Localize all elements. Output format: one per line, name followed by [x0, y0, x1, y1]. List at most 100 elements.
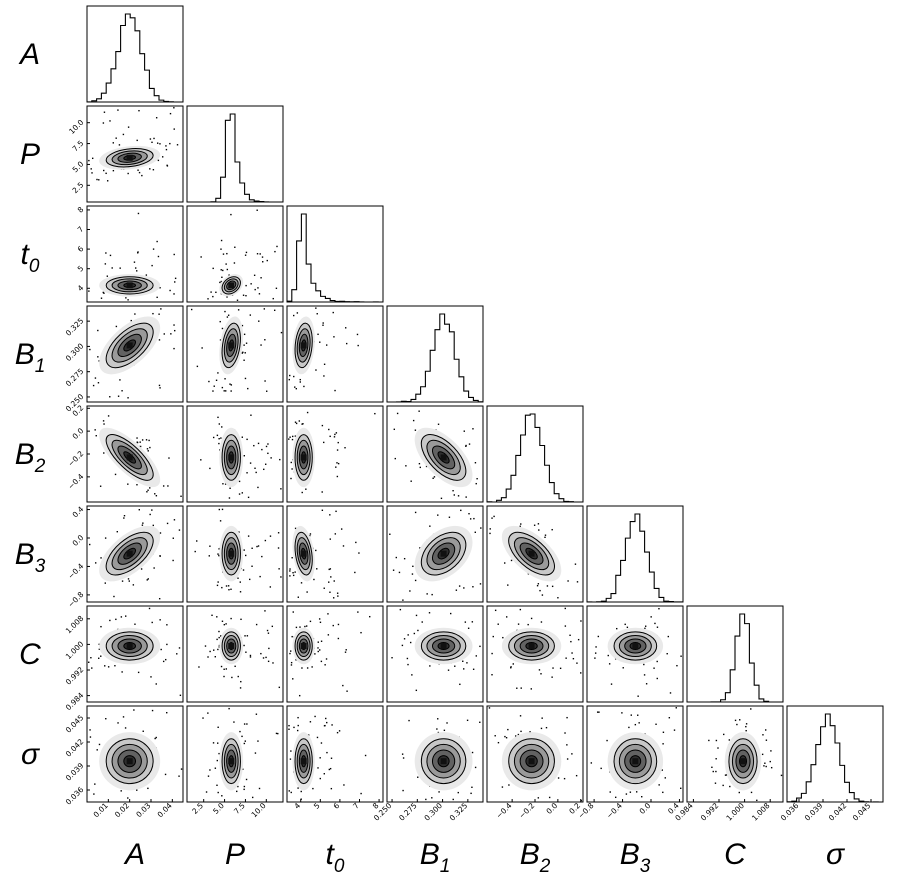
x-tick-label: 5	[312, 801, 322, 811]
y-tick-label: 0.984	[64, 690, 86, 712]
y-tick-label: −0.2	[66, 449, 85, 468]
panel-B2-vs-P	[186, 405, 284, 503]
panel-B2-vs-A: −0.4−0.20.00.2	[66, 403, 184, 503]
x-tick-label: 0.325	[448, 801, 470, 823]
y-tick-label: 6	[76, 244, 86, 254]
x-tick-label: 0.045	[851, 801, 873, 823]
histogram-A	[87, 13, 183, 102]
x-tick-label: 6	[332, 801, 342, 811]
panel-sigma-vs-sigma: 0.036 0.039 0.042 0.045	[779, 705, 884, 823]
x-tick-label: 4	[292, 801, 302, 811]
y-tick-label: 0.325	[64, 316, 86, 338]
y-tick-label: −0.4	[66, 561, 85, 580]
x-tick-label: −0.8	[576, 801, 595, 820]
y-tick-label: 5.0	[71, 159, 86, 174]
x-tick-label: 0.02	[113, 801, 131, 819]
panel-sigma-vs-B3: −0.8 −0.4 0.0 0.4	[576, 705, 684, 820]
y-tick-label: 0.042	[64, 737, 86, 759]
x-tick-label: 5.0	[211, 801, 226, 816]
y-tick-label: −0.8	[66, 590, 85, 609]
x-tick-label: −0.4	[494, 801, 513, 820]
panel-C-vs-t0	[286, 605, 384, 703]
y-tick-label: 7.5	[71, 138, 86, 153]
param-label-B2: B2	[520, 838, 551, 877]
x-tick-label: 0.0	[638, 801, 653, 816]
panel-t0-vs-P	[186, 205, 284, 303]
x-tick-label: 1.008	[750, 801, 772, 823]
y-tick-label: 0.045	[64, 713, 86, 735]
param-label-sigma: σ	[826, 838, 846, 871]
param-label-P: P	[20, 138, 40, 171]
param-label-C: C	[19, 638, 41, 671]
panel-t0-vs-t0	[286, 205, 384, 303]
x-tick-label: 0.042	[827, 801, 849, 823]
param-label-t0: t0	[21, 238, 40, 277]
y-tick-label: 10.0	[67, 118, 85, 136]
param-label-sigma: σ	[21, 738, 41, 771]
panel-A-vs-A	[86, 5, 184, 103]
y-tick-label: −0.4	[66, 472, 85, 491]
y-tick-label: 0.0	[71, 533, 86, 548]
panel-B1-vs-P	[186, 305, 284, 403]
histogram-B2	[487, 413, 583, 502]
x-tick-label: 0.992	[699, 801, 721, 823]
y-tick-label: 0.4	[71, 504, 86, 519]
panel-t0-vs-A: 4 5 6 7 8	[76, 205, 184, 303]
param-label-t0: t0	[326, 838, 345, 877]
param-label-B1: B1	[420, 838, 451, 877]
y-tick-label: 0.300	[64, 341, 86, 363]
param-label-B1: B1	[15, 338, 46, 377]
param-label-A: A	[18, 38, 40, 71]
panel-C-vs-B1	[386, 605, 484, 703]
panel-B1-vs-t0	[286, 305, 384, 403]
y-tick-label: 0.992	[64, 665, 86, 687]
panel-C-vs-P	[186, 605, 284, 703]
panel-P-vs-P	[186, 105, 284, 203]
panel-C-vs-C	[686, 605, 784, 703]
x-tick-label: 0.036	[779, 801, 801, 823]
y-tick-label: 4	[76, 283, 86, 293]
panel-B3-vs-P	[186, 505, 284, 603]
y-tick-label: 2.5	[71, 180, 86, 195]
y-tick-label: 0.275	[64, 367, 86, 389]
param-label-P: P	[225, 838, 245, 871]
histogram-B3	[587, 513, 683, 602]
panel-B1-vs-B1	[386, 305, 484, 403]
x-tick-label: −0.2	[517, 801, 536, 820]
x-tick-label: 0.01	[92, 801, 110, 819]
panel-C-vs-B2	[486, 605, 584, 703]
x-tick-label: 0.04	[156, 801, 174, 819]
y-tick-label: 0.0	[71, 426, 86, 441]
panel-B3-vs-B1	[386, 505, 484, 603]
x-tick-label: 0.300	[422, 801, 444, 823]
y-tick-label: 0.036	[64, 785, 86, 807]
panel-B2-vs-t0	[286, 405, 384, 503]
x-tick-label: 8	[371, 801, 381, 811]
panel-P-vs-A: 2.5 5.0 7.5 10.0	[67, 105, 184, 203]
param-label-B3: B3	[15, 538, 46, 577]
y-tick-label: 8	[76, 205, 86, 215]
x-tick-label: 2.5	[190, 801, 205, 816]
x-tick-label: 0.0	[544, 801, 559, 816]
panels-layer: 2.55.07.510.0456780.2500.2750.3000.325−0…	[64, 5, 884, 823]
panel-B2-vs-B2	[486, 405, 584, 503]
x-tick-label: 0.275	[397, 801, 419, 823]
panel-sigma-vs-B2: −0.4 −0.2 0.0 0.2	[486, 705, 584, 820]
panel-B3-vs-A: −0.8 −0.4 0.0 0.4	[66, 504, 184, 609]
x-tick-label: 7	[351, 801, 361, 811]
x-tick-label: 0.039	[803, 801, 825, 823]
param-label-B2: B2	[15, 438, 46, 477]
param-label-B3: B3	[620, 838, 651, 877]
y-tick-label: 0.039	[64, 761, 86, 783]
panel-C-vs-A: 0.984 0.992 1.000 1.008	[64, 605, 184, 712]
param-label-C: C	[724, 838, 746, 871]
param-label-A: A	[123, 838, 145, 871]
panel-B3-vs-B3	[586, 505, 684, 603]
panel-sigma-vs-P: 2.5 5.0 7.5 10.0	[186, 705, 284, 819]
x-tick-label: −0.4	[605, 801, 624, 820]
